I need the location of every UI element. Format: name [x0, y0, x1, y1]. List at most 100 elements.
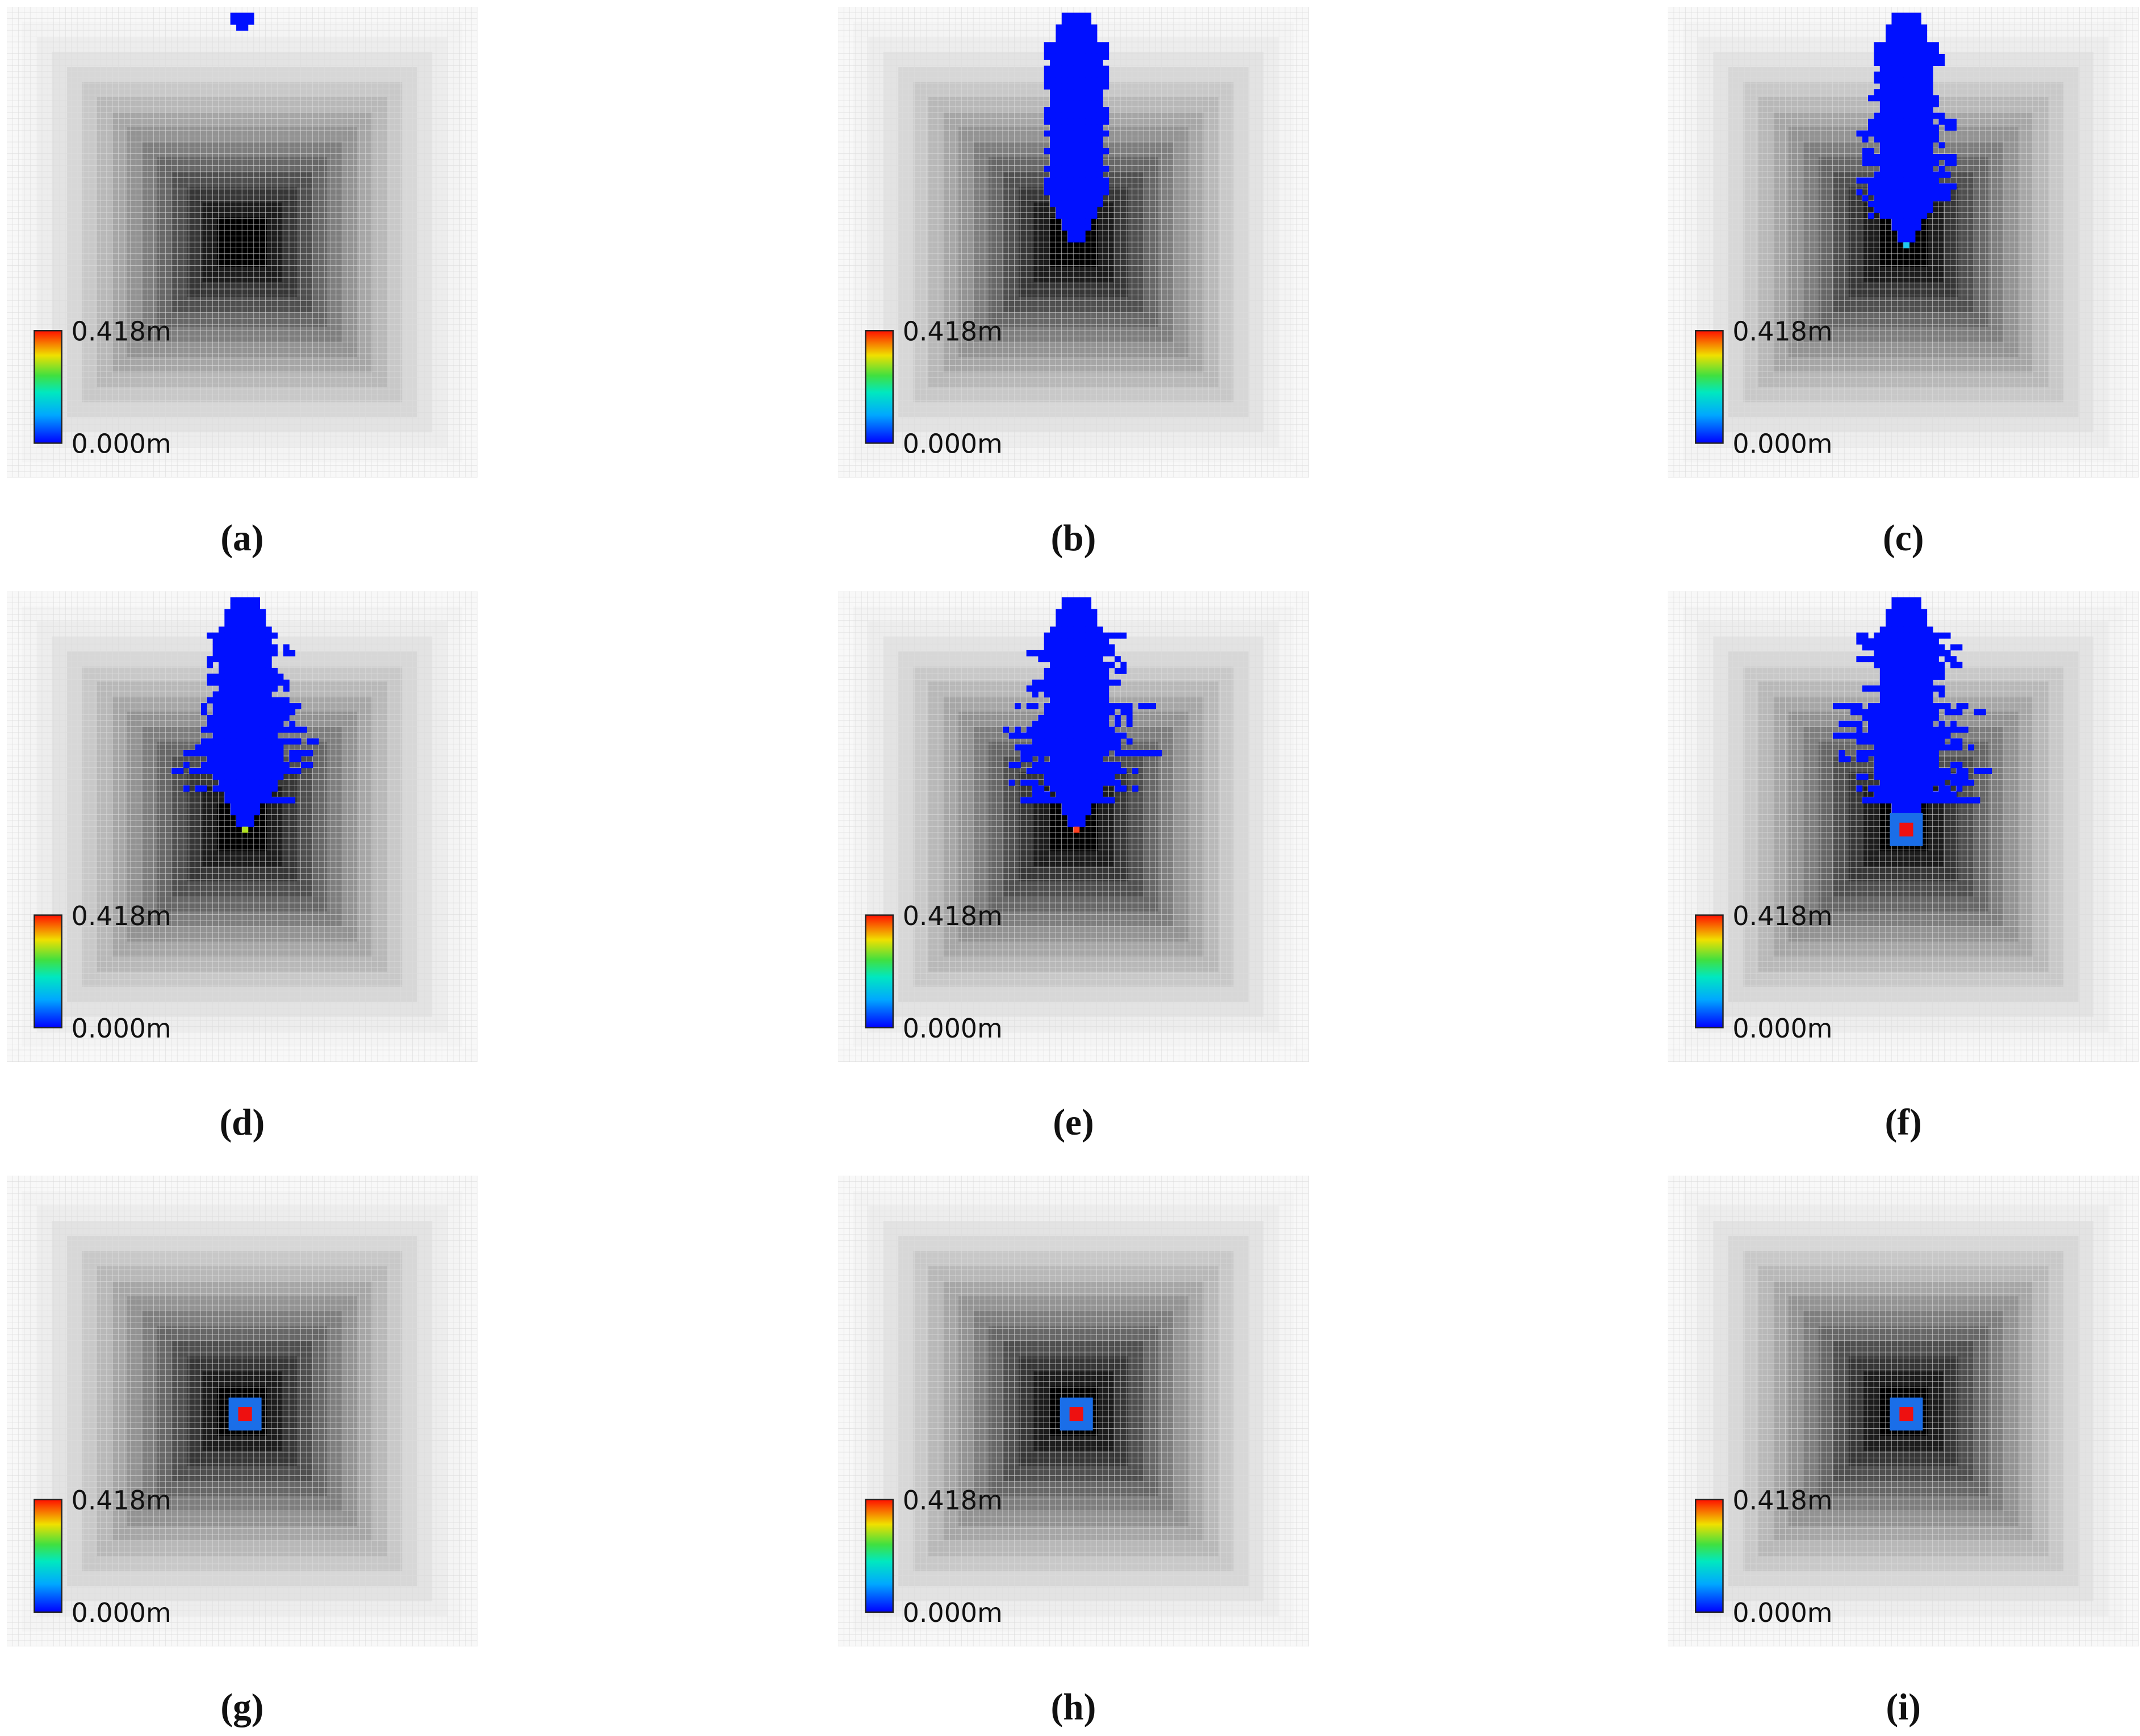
flow-cell	[1032, 679, 1038, 686]
flow-cell	[1886, 183, 1892, 190]
flow-cell	[265, 791, 272, 798]
colorbar-min-label: 0.000m	[72, 1013, 171, 1044]
flow-cell	[283, 650, 290, 656]
flow-cell	[1050, 142, 1056, 149]
flow-cell	[1874, 200, 1881, 207]
flow-cell	[1096, 667, 1103, 674]
flow-cell	[242, 626, 249, 633]
flow-cell	[1067, 744, 1074, 751]
flow-cell	[248, 821, 254, 827]
flow-cell	[1108, 650, 1115, 656]
flow-cell	[236, 791, 242, 798]
flow-cell	[1897, 154, 1904, 160]
flow-cell	[1909, 136, 1916, 143]
flow-cell	[1879, 768, 1886, 774]
flow-cell	[1079, 124, 1086, 131]
flow-cell	[277, 726, 284, 733]
flow-cell	[265, 638, 272, 645]
flow-cell	[1909, 703, 1916, 709]
flow-cell	[1103, 732, 1109, 739]
flow-cell	[1091, 72, 1098, 78]
flow-cell	[1862, 136, 1869, 143]
flow-cell	[1079, 65, 1086, 72]
flow-cell	[1886, 77, 1892, 84]
flow-cell	[1073, 177, 1080, 184]
flow-cell	[1085, 721, 1092, 727]
flow-cell	[271, 703, 278, 709]
flow-cell	[1903, 621, 1910, 627]
flow-cell	[224, 685, 231, 692]
flow-cell	[1891, 656, 1898, 663]
flow-cell	[242, 644, 249, 651]
flow-cell	[1067, 803, 1074, 810]
flow-cell	[1056, 107, 1062, 114]
flow-cell	[1832, 732, 1839, 739]
flow-cell	[1073, 679, 1080, 686]
panel-caption: (f)	[1885, 1102, 1922, 1143]
flow-cell	[1879, 644, 1886, 651]
flow-cell	[1886, 189, 1892, 196]
flow-cell	[1897, 18, 1904, 25]
flow-cell	[1056, 791, 1062, 798]
flow-cell	[1091, 703, 1098, 709]
flow-cell	[1061, 12, 1068, 19]
flow-cell	[1909, 632, 1916, 639]
flow-cell	[1903, 797, 1910, 804]
flow-cell	[1903, 165, 1910, 172]
flow-cell	[1056, 212, 1062, 219]
flow-cell	[1044, 130, 1050, 137]
flow-cell	[1915, 674, 1921, 680]
flow-cell	[1044, 744, 1050, 751]
flow-cell	[1897, 791, 1904, 798]
flow-cell	[1909, 53, 1916, 60]
flow-cell	[224, 644, 231, 651]
flow-cell	[1091, 200, 1098, 207]
flow-cell	[1085, 603, 1092, 609]
flow-cell	[1886, 691, 1892, 698]
flow-cell	[248, 685, 254, 692]
flow-cell	[1079, 814, 1086, 821]
flow-cell	[224, 656, 231, 663]
flow-cell	[248, 609, 254, 616]
flow-cell	[254, 709, 260, 716]
flow-cell	[1886, 732, 1892, 739]
flow-cell	[1903, 779, 1910, 786]
flow-cell	[271, 726, 278, 733]
flow-cell	[1056, 60, 1062, 66]
flow-cell	[1927, 644, 1933, 651]
flow-cell	[1979, 768, 1986, 774]
flow-cell	[1038, 791, 1045, 798]
flow-cell	[1897, 685, 1904, 692]
flow-cell	[1915, 803, 1921, 810]
flow-cell	[1903, 236, 1910, 242]
flow-cell	[1909, 674, 1916, 680]
flow-cell	[1050, 644, 1056, 651]
flow-cell	[1868, 95, 1874, 102]
flow-cell	[218, 785, 225, 792]
flow-cell	[1091, 768, 1098, 774]
flow-cell	[1944, 118, 1951, 125]
flow-cell	[1927, 632, 1933, 639]
flow-cell	[1050, 171, 1056, 178]
flow-cell	[1073, 218, 1080, 225]
flow-cell	[1903, 89, 1910, 95]
flow-cell	[1096, 177, 1103, 184]
flow-cell	[1050, 112, 1056, 119]
flow-cell	[1050, 756, 1056, 763]
flow-cell	[1903, 53, 1910, 60]
flow-cell	[1950, 160, 1957, 166]
flow-cell	[1085, 207, 1092, 214]
flow-cell	[1921, 626, 1928, 633]
flow-cell	[1956, 785, 1963, 792]
flow-cell	[1927, 207, 1933, 214]
flow-cell	[1921, 685, 1928, 692]
flow-cell	[248, 638, 254, 645]
flow-cell	[1909, 118, 1916, 125]
flow-cell	[1921, 207, 1928, 214]
flow-cell	[1903, 809, 1910, 815]
flow-cell	[1056, 95, 1062, 102]
flow-cell	[1915, 614, 1921, 621]
flow-cell	[1073, 685, 1080, 692]
flow-cell	[1909, 697, 1916, 704]
flow-cell	[218, 709, 225, 716]
